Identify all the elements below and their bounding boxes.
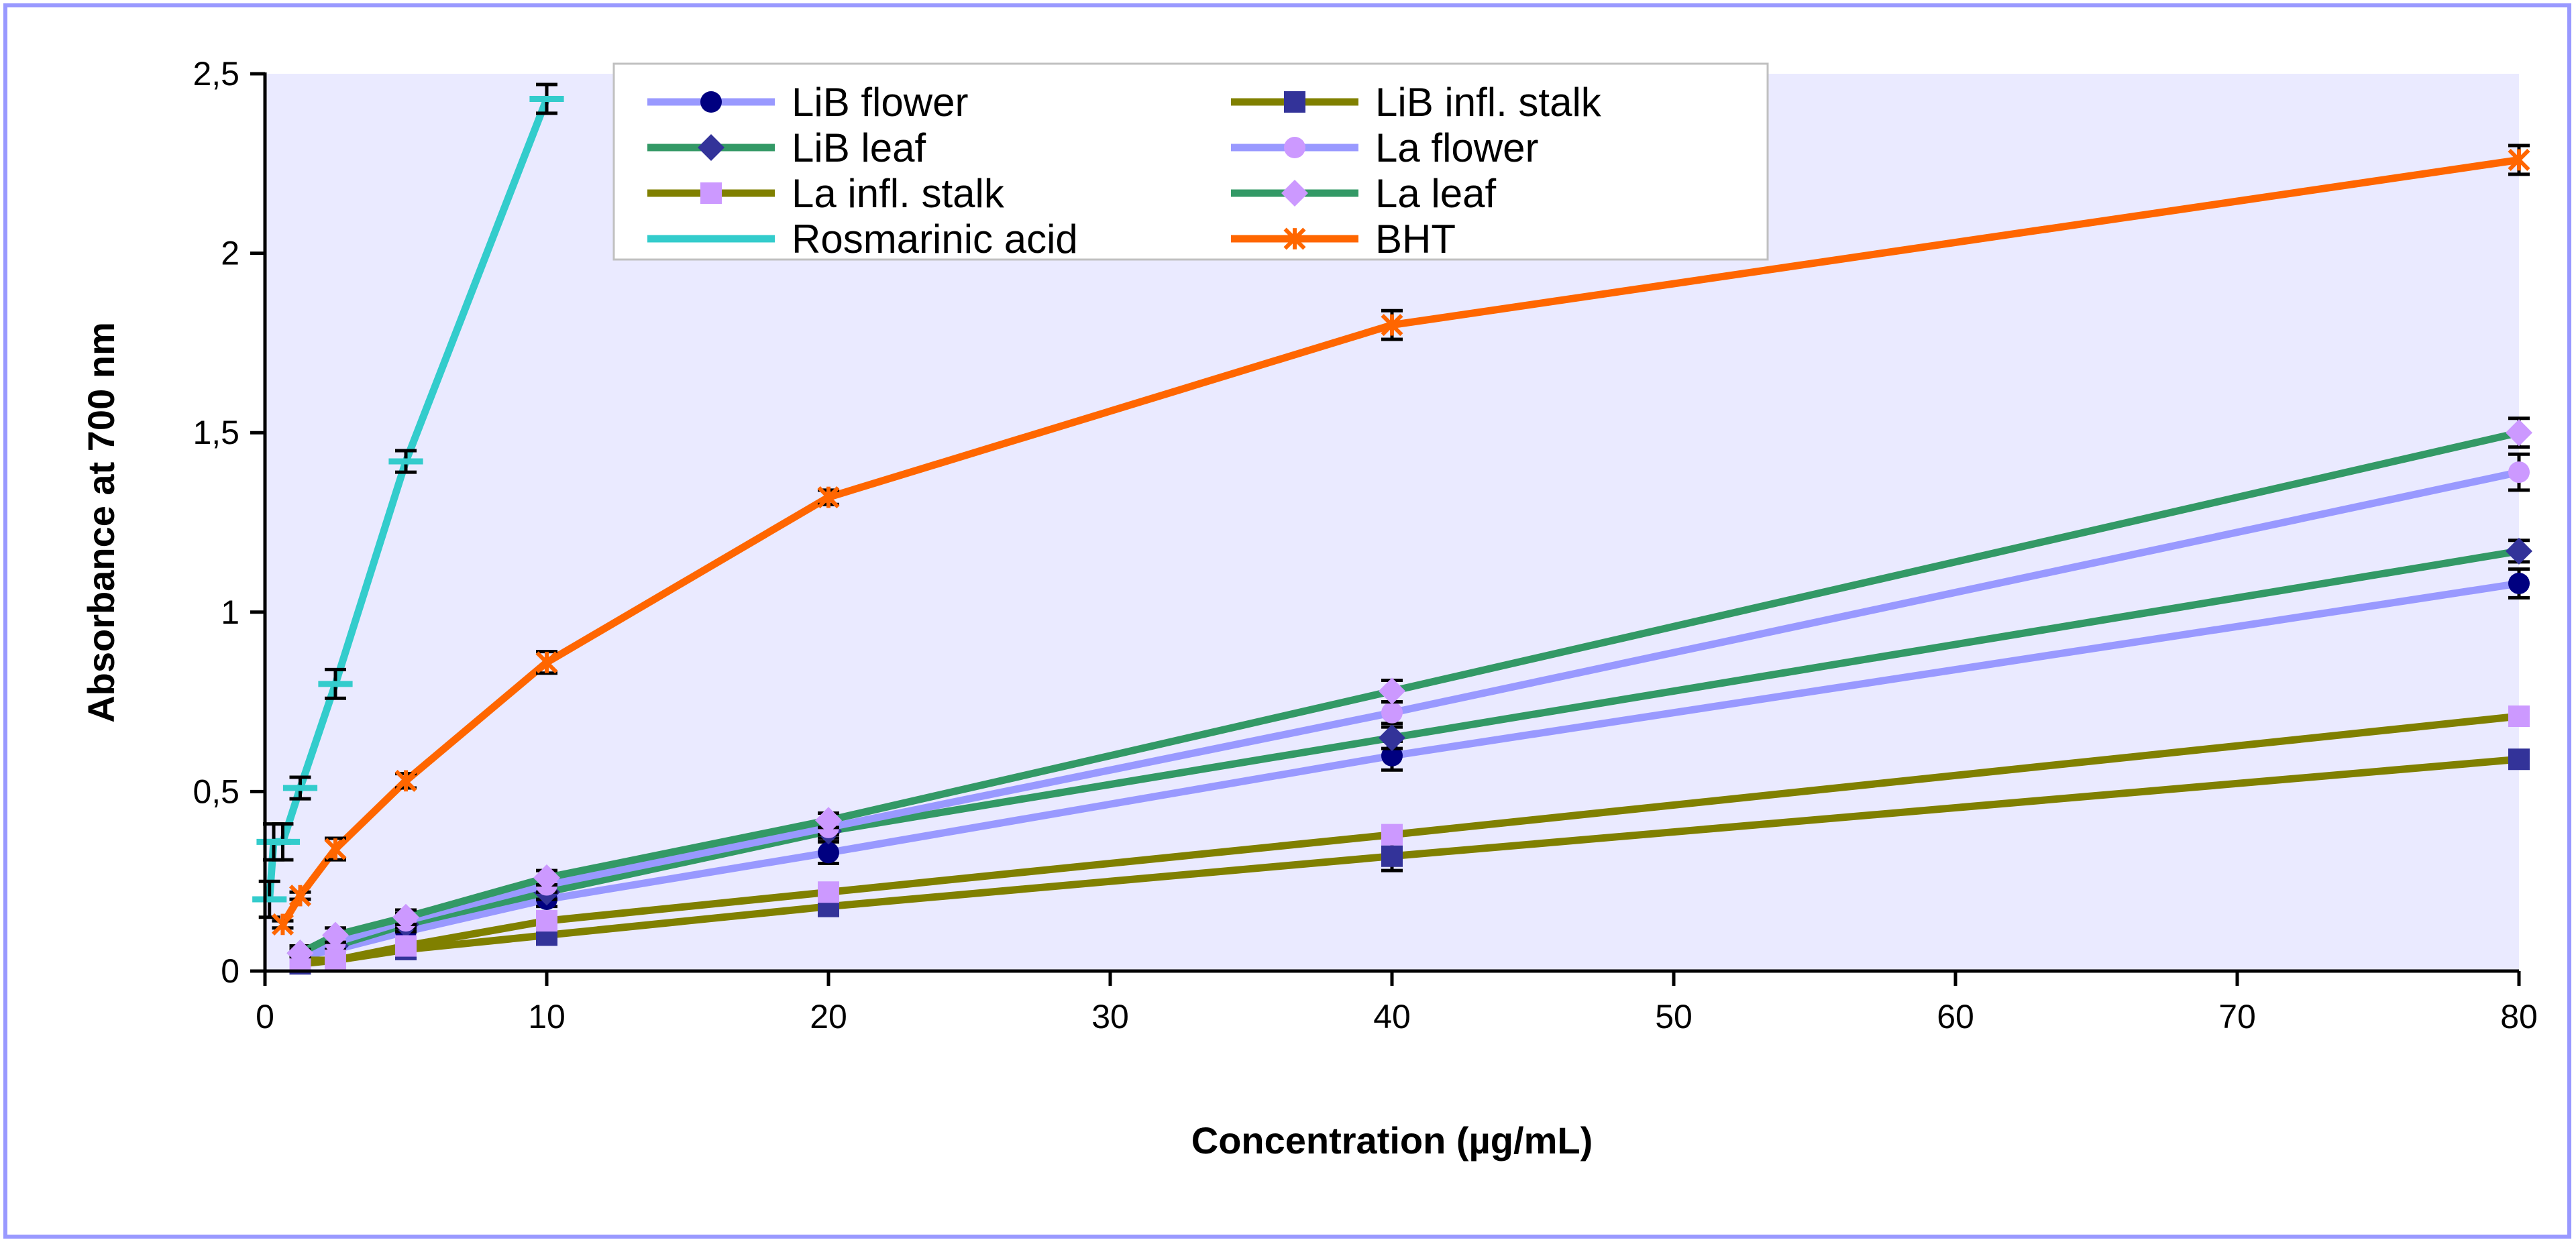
legend-entry-3: La flower: [1231, 125, 1538, 170]
data-point: [395, 935, 417, 957]
y-axis-title: Absorbance at 700 nm: [80, 322, 122, 723]
x-tick-label: 30: [1091, 998, 1129, 1035]
series-layer: [252, 82, 2532, 975]
data-point: [815, 807, 842, 834]
data-point: [1381, 845, 1403, 867]
axes: 0 10 20 30 40 50 60 70 80 0 0,5 1 1,5 2 2,5: [193, 55, 2537, 1035]
x-tick-label: 70: [2218, 998, 2256, 1035]
legend-label: La flower: [1375, 125, 1538, 170]
legend-entry-0: LiB flower: [647, 80, 968, 125]
legend-entry-2: LiB leaf: [647, 125, 926, 170]
data-point: [536, 910, 557, 932]
data-point: [1381, 314, 1403, 337]
data-point: [394, 769, 417, 792]
y-tick-label: 0: [221, 952, 239, 990]
data-point: [2508, 148, 2530, 171]
x-tick-label: 0: [256, 998, 274, 1035]
data-point: [1379, 724, 1405, 752]
data-point: [392, 903, 419, 931]
legend-marker: [698, 134, 724, 161]
data-point: [325, 949, 346, 971]
legend-marker: [1281, 180, 1308, 207]
legend-marker: [1284, 137, 1305, 158]
legend-entry-7: BHT: [1231, 217, 1456, 262]
legend-entry-5: La leaf: [1231, 171, 1496, 216]
legend-entry-4: La infl. stalk: [647, 171, 1005, 216]
legend-label: LiB flower: [792, 80, 968, 125]
series-6: [252, 82, 564, 919]
legend-marker: [700, 91, 722, 113]
data-point: [288, 885, 312, 907]
x-tick-label: 20: [810, 998, 847, 1035]
data-point: [322, 921, 349, 949]
series-5: [286, 416, 2532, 967]
data-point: [817, 486, 840, 509]
legend-marker: [1283, 227, 1306, 250]
legend-label: La infl. stalk: [792, 171, 1005, 216]
legend-marker: [700, 182, 722, 204]
legend-box: [612, 62, 1769, 261]
legend: LiB flower LiB infl. stalk LiB leaf La flow…: [612, 62, 1769, 262]
data-point: [286, 940, 314, 967]
series-7: [271, 144, 2530, 936]
series-4: [289, 705, 2530, 971]
y-tick-label: 2: [221, 235, 239, 272]
x-tick-label: 80: [2500, 998, 2538, 1035]
x-tick-label: 40: [1373, 998, 1411, 1035]
data-point: [2508, 705, 2530, 728]
data-point: [2508, 572, 2530, 594]
data-point: [2508, 748, 2530, 771]
data-point: [2506, 419, 2532, 447]
y-tick-label: 0,5: [193, 773, 239, 810]
x-tick-label: 60: [1937, 998, 1974, 1035]
data-point: [2508, 461, 2530, 484]
legend-label: La leaf: [1375, 171, 1496, 216]
x-tick-label: 50: [1655, 998, 1693, 1035]
legend-marker: [1284, 91, 1305, 113]
x-axis-title: Concentration (µg/mL): [1191, 1119, 1593, 1162]
data-point: [818, 881, 839, 903]
x-tick-label: 10: [528, 998, 566, 1035]
data-point: [533, 864, 560, 891]
y-tick-label: 2,5: [193, 55, 239, 93]
legend-label: Rosmarinic acid: [792, 217, 1078, 262]
data-point: [1381, 744, 1403, 767]
y-tick-label: 1,5: [193, 414, 239, 451]
data-point: [818, 842, 839, 864]
data-point: [1381, 824, 1403, 846]
data-point: [324, 838, 347, 860]
y-tick-label: 1: [221, 593, 239, 631]
legend-label: LiB leaf: [792, 125, 926, 170]
legend-label: LiB infl. stalk: [1375, 80, 1602, 125]
legend-label: BHT: [1375, 217, 1456, 262]
data-point: [2506, 537, 2532, 565]
data-point: [535, 651, 558, 674]
legend-entry-6: Rosmarinic acid: [647, 217, 1078, 262]
data-point: [271, 913, 294, 936]
data-point: [1379, 677, 1405, 705]
data-point: [1381, 701, 1403, 724]
legend-entry-1: LiB infl. stalk: [1231, 80, 1602, 125]
